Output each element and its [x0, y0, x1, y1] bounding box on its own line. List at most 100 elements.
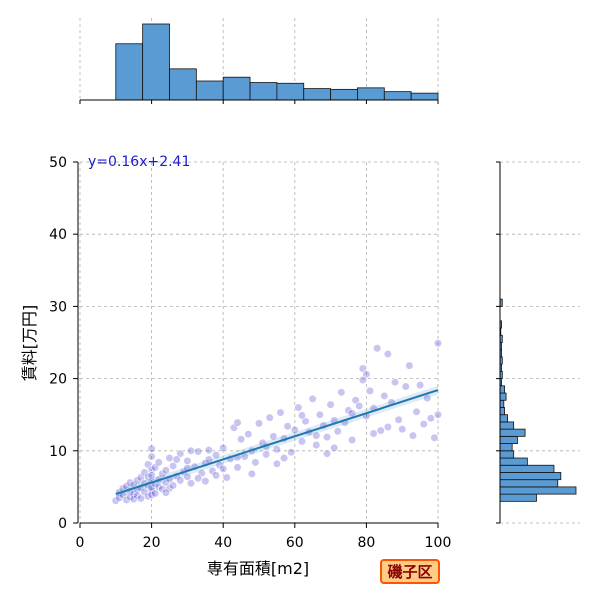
scatter-point: [365, 386, 375, 395]
x-marginal-bars: [115, 23, 439, 101]
y-histogram-bar: [499, 486, 577, 495]
scatter-point: [161, 466, 171, 475]
scatter-point: [337, 388, 346, 397]
scatter-point: [330, 443, 339, 453]
x-axis-title: 専有面積[m2]: [207, 559, 309, 578]
scatter-point: [394, 415, 403, 424]
scatter-point: [416, 380, 425, 390]
y-histogram-bar: [499, 479, 559, 488]
scatter-point: [297, 411, 307, 420]
x-tick-label-2: 40: [214, 535, 232, 551]
scatter-point: [308, 394, 317, 403]
y-histogram-bar: [499, 443, 513, 452]
scatter-point: [294, 403, 303, 412]
scatter-point: [237, 435, 246, 444]
scatter-point: [358, 375, 367, 385]
scatter-point: [151, 489, 160, 498]
scatter-point: [355, 401, 364, 411]
scatter-point: [312, 431, 321, 440]
x-histogram-bar: [222, 76, 251, 101]
scatter-point: [347, 435, 357, 445]
scatter-point: [194, 474, 203, 483]
x-axis-ticks: 0 20 40 60 80 100: [76, 523, 452, 551]
scatter-point: [211, 471, 221, 480]
x-histogram-bar: [115, 43, 144, 101]
scatter-point: [233, 418, 242, 427]
scatter-point: [383, 422, 392, 432]
x-histogram-bar: [357, 87, 385, 101]
y-histogram-bar: [499, 435, 518, 444]
y-marginal-histogram: [496, 161, 580, 524]
scatter-point: [147, 452, 156, 461]
scatter-point: [279, 453, 289, 463]
y-tick-label-2: 20: [49, 372, 67, 388]
scatter-point: [186, 446, 196, 455]
scatter-point: [183, 456, 192, 466]
y-tick-label-3: 30: [49, 299, 67, 315]
y-histogram-bar: [499, 450, 515, 459]
scatter-point: [290, 425, 299, 434]
x-marginal-histogram: [79, 18, 439, 104]
scatter-point: [168, 481, 178, 490]
scatter-point: [154, 458, 163, 467]
scatter-point: [251, 458, 260, 467]
scatter-point: [254, 419, 264, 428]
y-tick-label-0: 0: [58, 516, 67, 532]
scatter-point: [383, 349, 392, 359]
scatter-point: [433, 339, 443, 348]
x-histogram-bar: [249, 82, 278, 101]
y-histogram-bar: [499, 414, 508, 423]
scatter-point: [276, 408, 285, 417]
scatter-point: [408, 431, 418, 440]
scatter-point: [287, 448, 296, 457]
scatter-point: [322, 432, 332, 442]
x-tick-label-4: 80: [357, 535, 375, 551]
scatter-point: [211, 451, 221, 460]
scatter-point: [147, 471, 156, 480]
scatter-grid: [79, 161, 439, 524]
y-histogram-bar: [499, 392, 507, 401]
y-histogram-bar: [499, 407, 505, 416]
scatter-point: [168, 461, 178, 471]
scatter-point: [333, 427, 342, 436]
y-tick-label-1: 10: [49, 444, 67, 460]
y-tick-label-4: 40: [49, 227, 67, 243]
scatter-point: [176, 476, 185, 485]
scatter-point: [297, 437, 307, 446]
x-tick-label-0: 0: [76, 535, 85, 551]
scatter-point: [433, 410, 443, 419]
y-tick-label-5: 50: [49, 155, 67, 171]
x-histogram-bar: [276, 82, 305, 101]
scatter-point: [194, 447, 203, 456]
scatter-points: [111, 339, 443, 505]
scatter-point: [412, 407, 421, 416]
scatter-point: [405, 361, 414, 370]
scatter-panel: 0 20 40 60 80 100 0 10 20 30 40 50 y=0.16x+2.41 専有…: [20, 154, 451, 578]
scatter-point: [269, 432, 278, 441]
x-histogram-bar: [169, 68, 197, 101]
scatter-point: [219, 443, 228, 453]
scatter-point: [222, 473, 231, 482]
scatter-point: [265, 413, 274, 422]
regression-line: [115, 389, 439, 495]
y-histogram-bar: [499, 428, 526, 437]
scatter-point: [161, 488, 171, 497]
y-histogram-bar: [499, 421, 515, 430]
y-marginal-ticks: [496, 161, 500, 524]
scatter-point: [272, 459, 282, 468]
scatter-point: [401, 382, 410, 391]
scatter-point: [283, 422, 292, 431]
x-histogram-bar: [142, 23, 170, 101]
scatter-point: [244, 430, 253, 439]
y-histogram-bar: [499, 493, 537, 502]
scatter-point: [373, 344, 382, 353]
x-tick-label-5: 100: [425, 535, 452, 551]
x-histogram-bar: [330, 88, 358, 101]
scatter-point: [430, 433, 439, 442]
scatter-point: [376, 426, 385, 435]
scatter-point: [147, 444, 156, 453]
scatter-point: [233, 463, 242, 472]
scatter-point: [426, 414, 435, 423]
regression-equation: y=0.16x+2.41: [88, 154, 190, 170]
